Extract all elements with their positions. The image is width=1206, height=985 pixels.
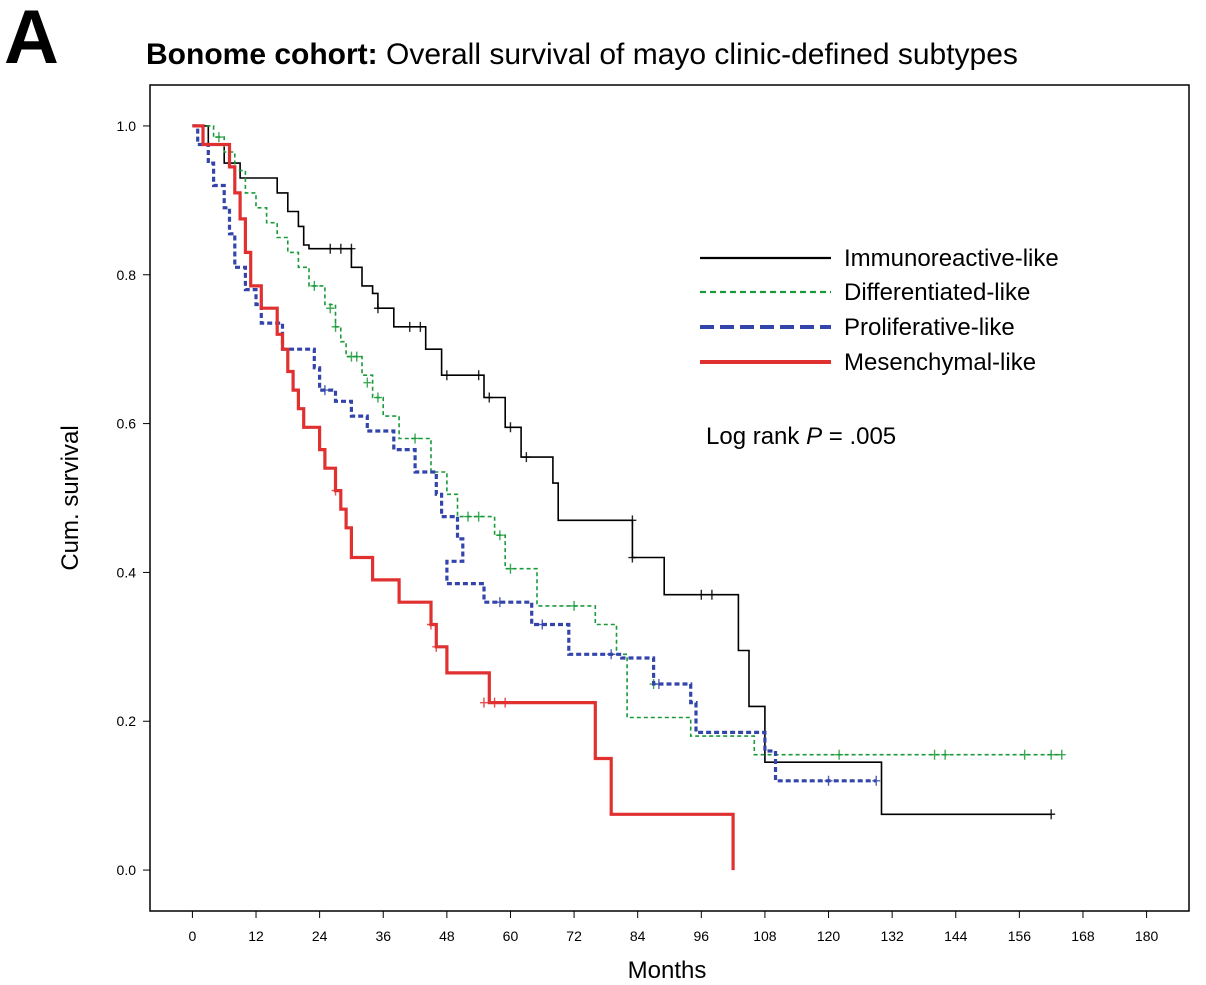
series-line-differentiated-like	[192, 125, 1062, 756]
censor-mark-differentiated-like	[941, 749, 950, 760]
censor-mark-mesenchymal-like	[479, 697, 488, 708]
panel-label: A	[4, 0, 59, 80]
legend-label-mesenchymal-like: Mesenchymal-like	[844, 349, 1036, 376]
log-rank-suffix: = .005	[822, 423, 896, 450]
log-rank-p: P	[806, 423, 822, 450]
censor-mark-proliferative-like	[607, 649, 616, 660]
censor-mark-mesenchymal-like	[426, 619, 435, 630]
censor-mark-immunoreactive-like	[442, 370, 451, 381]
log-rank-annotation: Log rank P = .005	[706, 423, 896, 450]
x-tick-label: 132	[880, 928, 904, 944]
censor-mark-immunoreactive-like	[697, 589, 706, 600]
censor-mark-proliferative-like	[538, 619, 547, 630]
log-rank-prefix: Log rank	[706, 423, 806, 450]
axis-ticks: 0 12 24 36 48 60 72 84 96 108 120 132 144 156 168 180 0.…	[117, 118, 1159, 944]
censor-mark-mesenchymal-like	[432, 641, 441, 652]
censor-mark-proliferative-like	[824, 775, 833, 786]
censor-mark-differentiated-like	[1057, 749, 1066, 760]
x-tick-label: 96	[694, 928, 710, 944]
x-tick-label: 0	[189, 928, 197, 944]
y-tick-label: 0.6	[117, 416, 137, 432]
y-tick-label: 0.2	[117, 713, 137, 729]
censor-mark-immunoreactive-like	[405, 321, 414, 332]
censor-mark-mesenchymal-like	[501, 697, 510, 708]
censor-mark-proliferative-like	[654, 679, 663, 690]
censor-mark-immunoreactive-like	[522, 452, 531, 463]
x-tick-label: 108	[753, 928, 777, 944]
censor-mark-differentiated-like	[310, 280, 319, 291]
y-tick-label: 1.0	[117, 118, 137, 134]
censor-mark-immunoreactive-like	[416, 321, 425, 332]
x-tick-label: 72	[566, 928, 582, 944]
legend-label-differentiated-like: Differentiated-like	[844, 279, 1030, 306]
censor-mark-differentiated-like	[331, 321, 340, 332]
censor-mark-immunoreactive-like	[326, 243, 335, 254]
censor-mark-differentiated-like	[495, 530, 504, 541]
censor-mark-differentiated-like	[214, 132, 223, 143]
censor-mark-differentiated-like	[363, 377, 372, 388]
series-layer	[192, 124, 1066, 871]
censor-mark-mesenchymal-like	[490, 697, 499, 708]
censor-mark-mesenchymal-like	[331, 485, 340, 496]
censor-mark-differentiated-like	[464, 511, 473, 522]
censor-mark-differentiated-like	[474, 511, 483, 522]
censor-mark-proliferative-like	[495, 597, 504, 608]
censor-mark-immunoreactive-like	[474, 370, 483, 381]
x-tick-label: 36	[375, 928, 391, 944]
censor-mark-differentiated-like	[835, 749, 844, 760]
x-tick-label: 120	[817, 928, 841, 944]
x-tick-label: 60	[503, 928, 519, 944]
plot-frame	[149, 84, 1190, 912]
legend-label-immunoreactive-like: Immunoreactive-like	[844, 245, 1059, 272]
y-axis-title: Cum. survival	[57, 425, 84, 570]
y-tick-label: 0.0	[117, 862, 137, 878]
censor-mark-differentiated-like	[373, 392, 382, 403]
x-tick-label: 24	[312, 928, 328, 944]
censor-mark-differentiated-like	[930, 749, 939, 760]
censor-mark-immunoreactive-like	[485, 392, 494, 403]
x-tick-label: 48	[439, 928, 455, 944]
censor-mark-immunoreactive-like	[1047, 809, 1056, 820]
chart-title-bold: Bonome cohort:	[146, 38, 378, 71]
censor-mark-immunoreactive-like	[506, 422, 515, 433]
censor-mark-differentiated-like	[1047, 749, 1056, 760]
censor-mark-immunoreactive-like	[373, 303, 382, 314]
chart-title: Bonome cohort: Overall survival of mayo …	[146, 38, 1018, 72]
censor-mark-differentiated-like	[570, 600, 579, 611]
series-line-proliferative-like	[192, 124, 877, 783]
x-tick-label: 12	[248, 928, 264, 944]
series-line-immunoreactive-like	[192, 125, 1052, 816]
censor-mark-immunoreactive-like	[347, 243, 356, 254]
x-tick-label: 180	[1135, 928, 1159, 944]
legend-label-proliferative-like: Proliferative-like	[844, 314, 1015, 341]
censor-mark-proliferative-like	[320, 385, 329, 396]
censor-mark-differentiated-like	[326, 303, 335, 314]
legend: Immunoreactive-like Differentiated-like Pr…	[700, 245, 1059, 376]
censor-mark-immunoreactive-like	[336, 243, 345, 254]
censor-mark-differentiated-like	[1020, 749, 1029, 760]
x-tick-label: 144	[944, 928, 968, 944]
censor-mark-immunoreactive-like	[628, 552, 637, 563]
x-tick-label: 84	[630, 928, 646, 944]
y-tick-label: 0.4	[117, 564, 137, 580]
censor-mark-differentiated-like	[506, 563, 515, 574]
x-tick-label: 168	[1071, 928, 1095, 944]
censor-mark-differentiated-like	[352, 351, 361, 362]
chart-title-rest: Overall survival of mayo clinic-defined …	[377, 38, 1018, 71]
censor-mark-immunoreactive-like	[628, 515, 637, 526]
series-line-mesenchymal-like	[192, 124, 735, 871]
censor-mark-immunoreactive-like	[707, 589, 716, 600]
censor-mark-proliferative-like	[872, 775, 881, 786]
x-tick-label: 156	[1008, 928, 1032, 944]
y-tick-label: 0.8	[117, 267, 137, 283]
x-axis-title: Months	[628, 957, 707, 984]
censor-mark-differentiated-like	[411, 433, 420, 444]
